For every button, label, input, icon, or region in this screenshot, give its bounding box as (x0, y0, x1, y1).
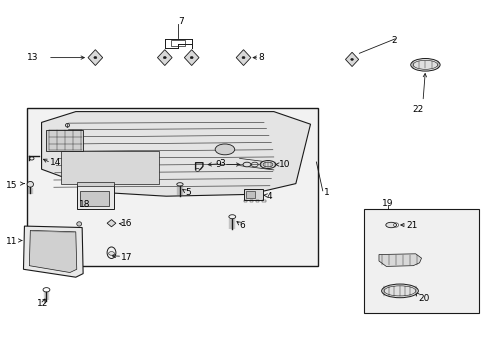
Ellipse shape (77, 222, 81, 226)
Text: 5: 5 (184, 188, 190, 197)
Text: 15: 15 (6, 180, 18, 189)
Text: 20: 20 (417, 294, 428, 302)
Polygon shape (107, 220, 116, 227)
Ellipse shape (163, 57, 166, 59)
Text: 4: 4 (266, 192, 272, 201)
Ellipse shape (385, 222, 396, 228)
Polygon shape (41, 112, 310, 196)
Text: 13: 13 (27, 53, 39, 62)
Ellipse shape (243, 162, 250, 167)
Bar (244, 200, 247, 202)
Text: 19: 19 (381, 199, 393, 208)
Text: 14: 14 (50, 158, 61, 167)
Text: 3: 3 (219, 159, 224, 168)
Ellipse shape (108, 252, 114, 255)
Ellipse shape (94, 57, 97, 59)
Polygon shape (29, 230, 77, 273)
Text: 16: 16 (121, 219, 133, 228)
Polygon shape (236, 50, 250, 66)
Ellipse shape (410, 58, 439, 71)
Ellipse shape (242, 57, 244, 59)
Bar (262, 200, 265, 202)
Text: 7: 7 (178, 17, 183, 26)
Bar (61, 151, 159, 184)
Polygon shape (157, 50, 172, 66)
Polygon shape (88, 50, 102, 66)
Text: 2: 2 (390, 36, 396, 45)
Text: 11: 11 (6, 237, 18, 246)
Ellipse shape (350, 58, 353, 60)
Text: 17: 17 (121, 253, 133, 262)
Text: 8: 8 (258, 53, 264, 62)
Bar (80, 191, 109, 206)
Bar (364, 209, 478, 313)
Bar (249, 200, 253, 202)
Text: 6: 6 (239, 220, 245, 230)
Text: 9: 9 (215, 160, 221, 169)
Bar (27, 108, 317, 266)
Bar (77, 182, 114, 186)
Text: 10: 10 (278, 160, 290, 169)
Text: 1: 1 (323, 188, 329, 197)
Bar (243, 189, 263, 200)
Bar (46, 130, 83, 151)
Text: 21: 21 (406, 220, 417, 230)
Text: 22: 22 (411, 105, 423, 114)
Ellipse shape (260, 161, 275, 168)
Bar (256, 200, 259, 202)
Bar (245, 191, 254, 198)
Ellipse shape (190, 57, 193, 59)
Ellipse shape (215, 144, 234, 155)
Polygon shape (378, 254, 421, 266)
Text: 12: 12 (37, 299, 48, 307)
Ellipse shape (27, 181, 33, 187)
Text: 18: 18 (79, 200, 91, 209)
Polygon shape (23, 226, 83, 277)
Polygon shape (184, 50, 199, 66)
Ellipse shape (381, 284, 418, 298)
Bar (77, 185, 114, 209)
Bar (171, 40, 184, 46)
Polygon shape (345, 52, 358, 67)
